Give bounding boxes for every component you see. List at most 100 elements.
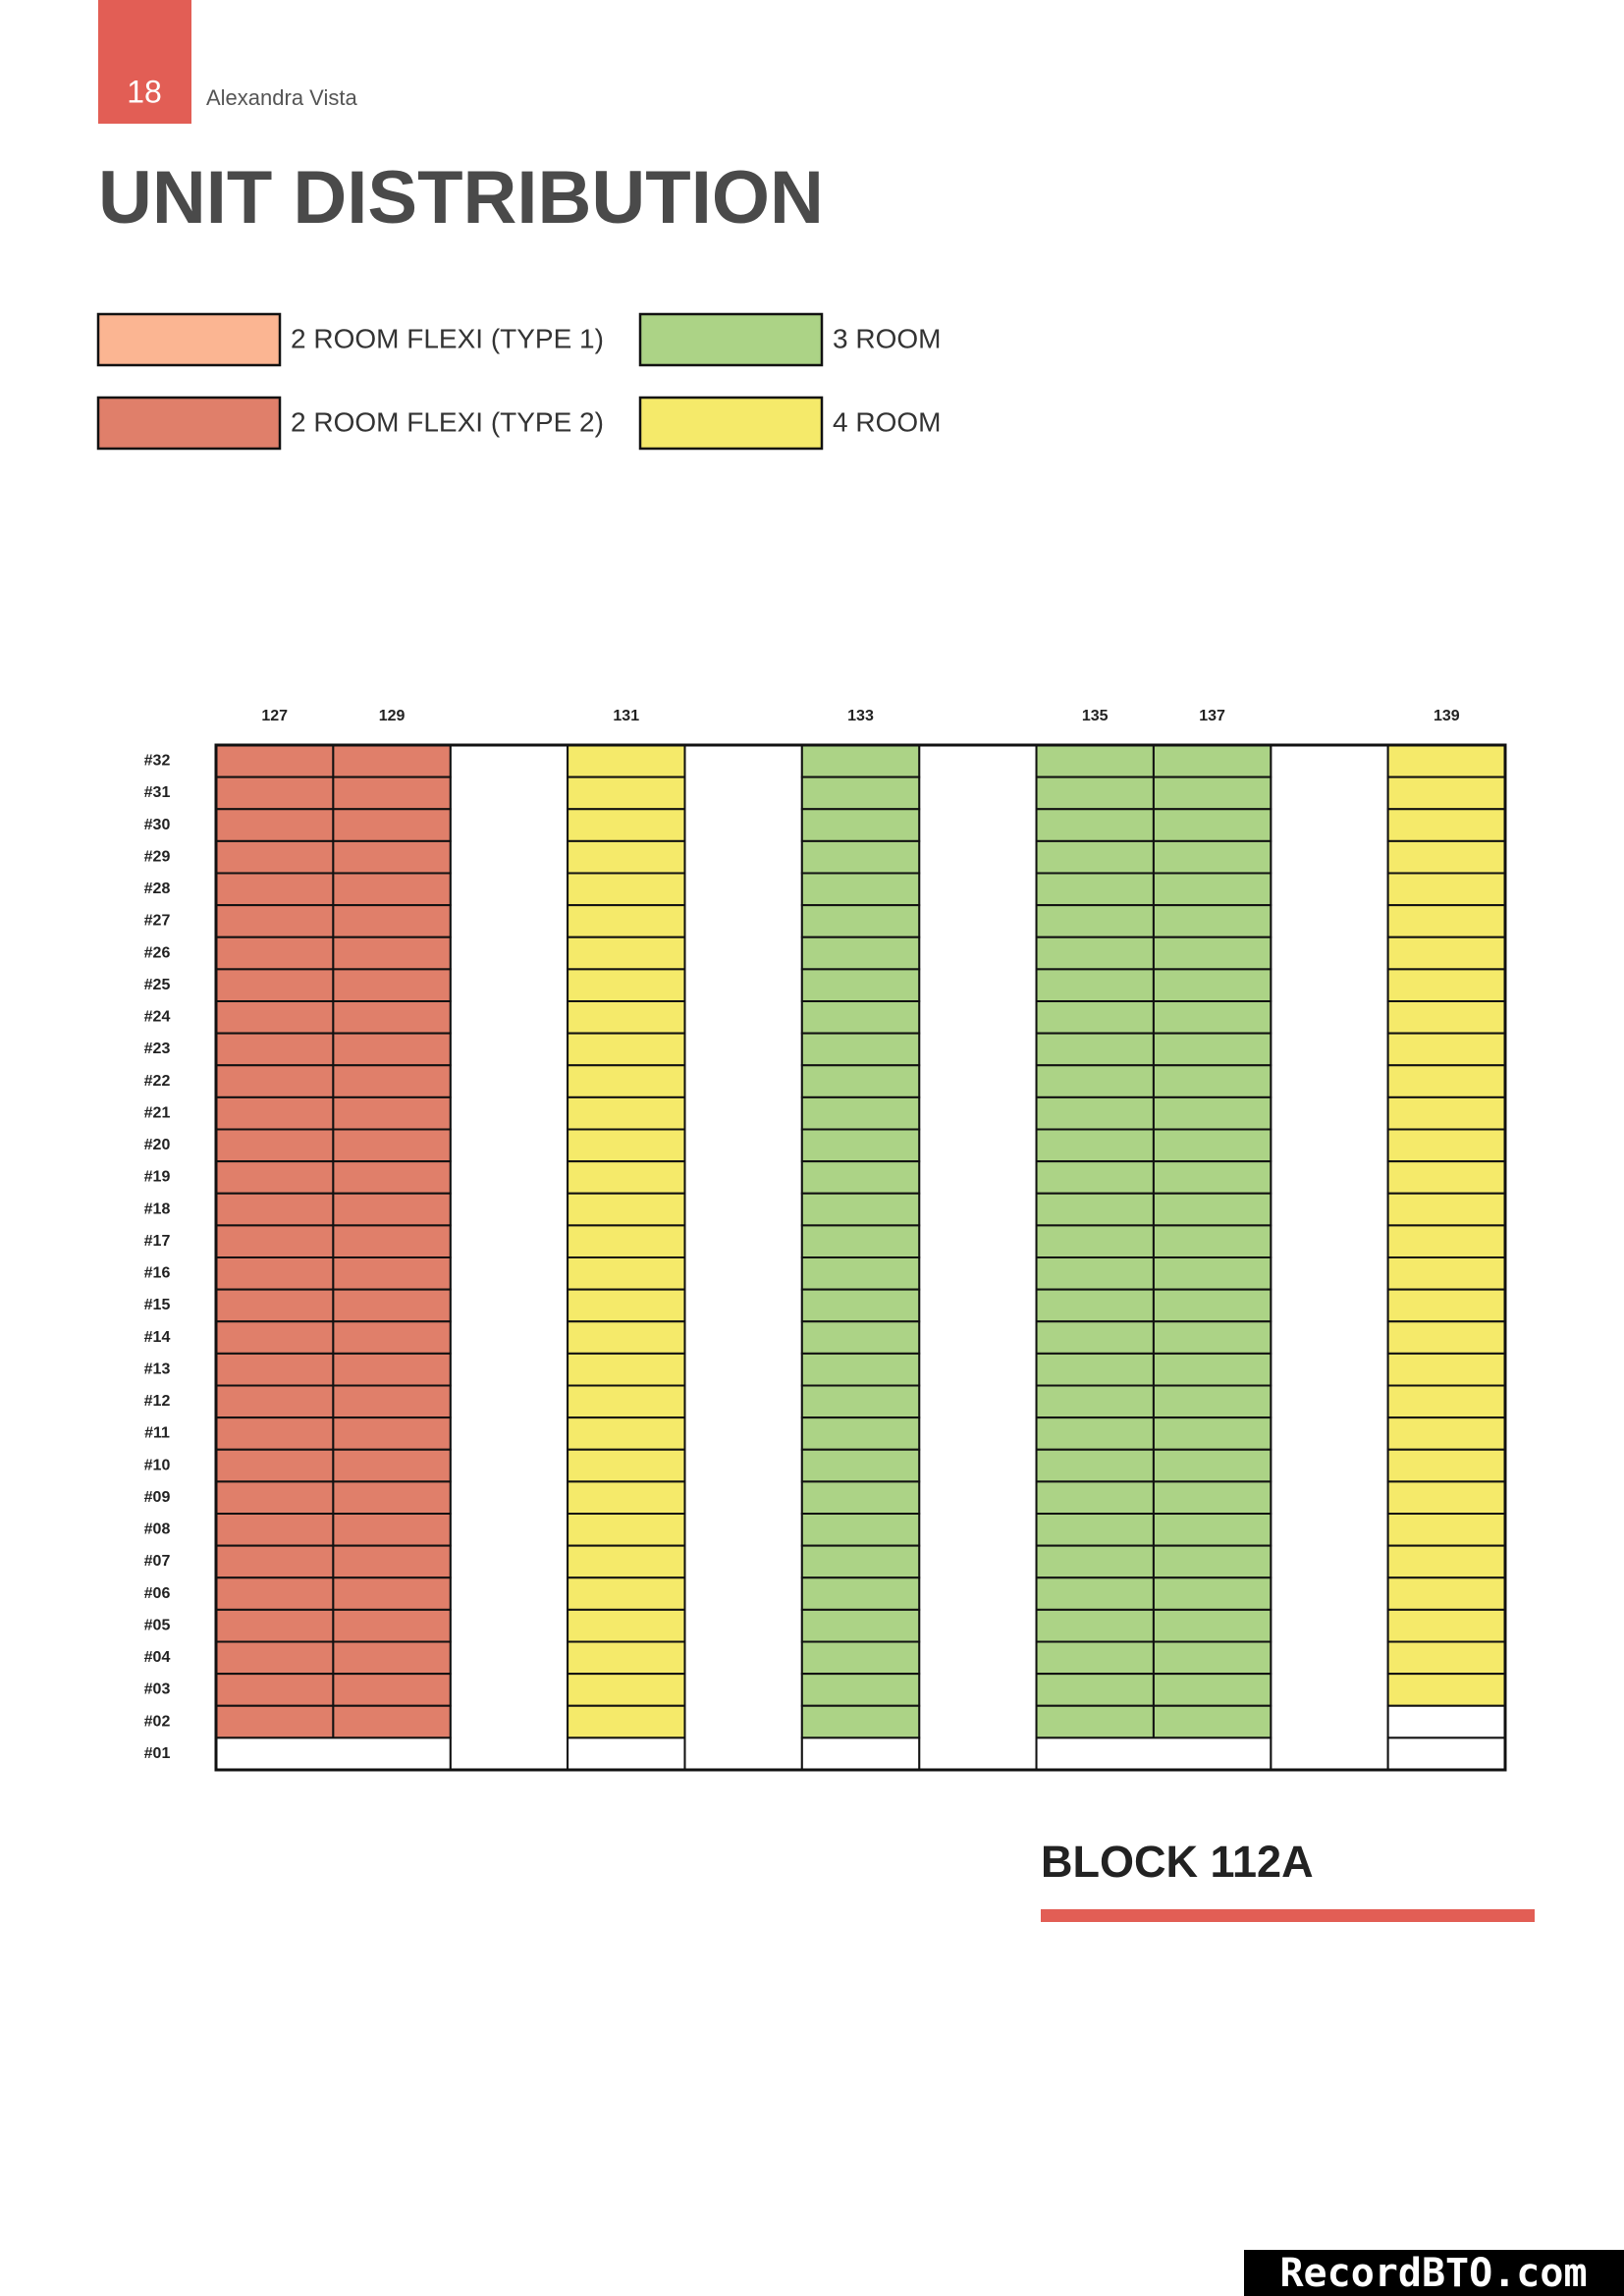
unit-cell — [215, 1448, 335, 1483]
ground-floor-cell — [1386, 1736, 1506, 1771]
floor-label: #28 — [144, 881, 171, 897]
unit-cell — [567, 1608, 686, 1643]
unit-cell — [1386, 1095, 1506, 1131]
unit-cell — [1386, 1192, 1506, 1227]
page-number: 18 — [127, 74, 162, 109]
floor-label: #01 — [144, 1745, 171, 1762]
unit-cell — [567, 1480, 686, 1515]
unit-cell — [332, 1608, 452, 1643]
unit-cell — [1386, 1000, 1506, 1035]
unit-cell — [567, 1095, 686, 1131]
unit-cell — [1386, 1352, 1506, 1387]
unit-cell — [1152, 1384, 1272, 1419]
unit-cell — [1035, 1416, 1155, 1451]
unit-cell — [1035, 1673, 1155, 1707]
unit-cell — [215, 1513, 335, 1547]
unit-cell — [332, 1320, 452, 1355]
unit-cell — [215, 1095, 335, 1131]
unit-cell — [1386, 1320, 1506, 1355]
unit-cell — [1386, 1032, 1506, 1067]
unit-cell — [215, 1224, 335, 1258]
unit-cell — [215, 1288, 335, 1323]
unit-cell — [1035, 1032, 1155, 1067]
stack-label: 127 — [261, 708, 288, 724]
unit-cell — [567, 1416, 686, 1451]
unit-cell — [1386, 1448, 1506, 1483]
unit-cell — [1152, 1480, 1272, 1515]
unit-cell — [215, 1352, 335, 1387]
unit-cell — [800, 839, 921, 875]
unit-cell — [215, 904, 335, 938]
unit-cell — [567, 1320, 686, 1355]
unit-cell — [1035, 1544, 1155, 1579]
unit-cell — [215, 1673, 335, 1707]
unit-cell — [1035, 1128, 1155, 1163]
floor-label: #21 — [144, 1104, 171, 1121]
floor-label: #24 — [144, 1009, 171, 1026]
unit-cell — [567, 1032, 686, 1067]
unit-cell — [567, 1384, 686, 1419]
unit-cell — [1152, 808, 1272, 842]
floor-label: #18 — [144, 1201, 171, 1217]
unit-cell — [215, 808, 335, 842]
unit-cell — [332, 1544, 452, 1579]
unit-cell — [800, 1352, 921, 1387]
unit-cell — [1152, 1192, 1272, 1227]
unit-cell — [332, 1384, 452, 1419]
unit-cell — [215, 1256, 335, 1291]
unit-cell — [1152, 1256, 1272, 1291]
unit-cell — [1152, 1513, 1272, 1547]
unit-cell — [332, 1128, 452, 1163]
unit-cell — [1035, 1000, 1155, 1035]
unit-cell — [800, 1480, 921, 1515]
floor-label: #30 — [144, 817, 171, 833]
unit-cell — [800, 1095, 921, 1131]
unit-cell — [567, 744, 686, 778]
unit-cell — [567, 1160, 686, 1195]
unit-cell — [1152, 968, 1272, 1002]
unit-cell — [1152, 1288, 1272, 1323]
floor-label: #27 — [144, 913, 171, 930]
unit-cell — [800, 1513, 921, 1547]
unit-cell — [567, 1544, 686, 1579]
unit-cell — [1152, 1160, 1272, 1195]
void-column — [683, 744, 803, 1771]
unit-cell — [1152, 1064, 1272, 1098]
unit-cell — [567, 1256, 686, 1291]
unit-cell — [215, 1640, 335, 1676]
unit-cell — [800, 1448, 921, 1483]
floor-label: #31 — [144, 784, 171, 801]
unit-cell — [332, 1673, 452, 1707]
page-title: UNIT DISTRIBUTION — [98, 156, 824, 240]
unit-cell — [332, 839, 452, 875]
unit-cell — [1152, 1095, 1272, 1131]
unit-cell — [800, 1576, 921, 1611]
ground-floor-cell — [567, 1736, 686, 1771]
stack-label: 133 — [847, 708, 874, 724]
unit-cell — [1152, 935, 1272, 971]
unit-cell — [1035, 1576, 1155, 1611]
legend-label: 2 ROOM FLEXI (TYPE 1) — [291, 323, 604, 353]
floor-label: #32 — [144, 753, 171, 770]
floor-label: #10 — [144, 1457, 171, 1473]
floor-label: #12 — [144, 1393, 171, 1410]
unit-cell — [1035, 1288, 1155, 1323]
unit-cell — [1386, 775, 1506, 811]
unit-cell — [800, 1256, 921, 1291]
unit-cell — [332, 1352, 452, 1387]
unit-cell — [1152, 1000, 1272, 1035]
unit-cell — [332, 808, 452, 842]
unit-cell — [800, 1384, 921, 1419]
unit-cell — [567, 775, 686, 811]
unit-cell — [800, 1192, 921, 1227]
unit-cell — [215, 1160, 335, 1195]
unit-cell — [1035, 1608, 1155, 1643]
project-name: Alexandra Vista — [206, 85, 357, 110]
unit-cell — [1152, 1544, 1272, 1579]
void-column — [918, 744, 1038, 1771]
unit-cell — [567, 1000, 686, 1035]
unit-cell — [1035, 1064, 1155, 1098]
legend-label: 2 ROOM FLEXI (TYPE 2) — [291, 406, 604, 437]
legend-label: 3 ROOM — [833, 323, 941, 353]
unit-cell — [1152, 775, 1272, 811]
